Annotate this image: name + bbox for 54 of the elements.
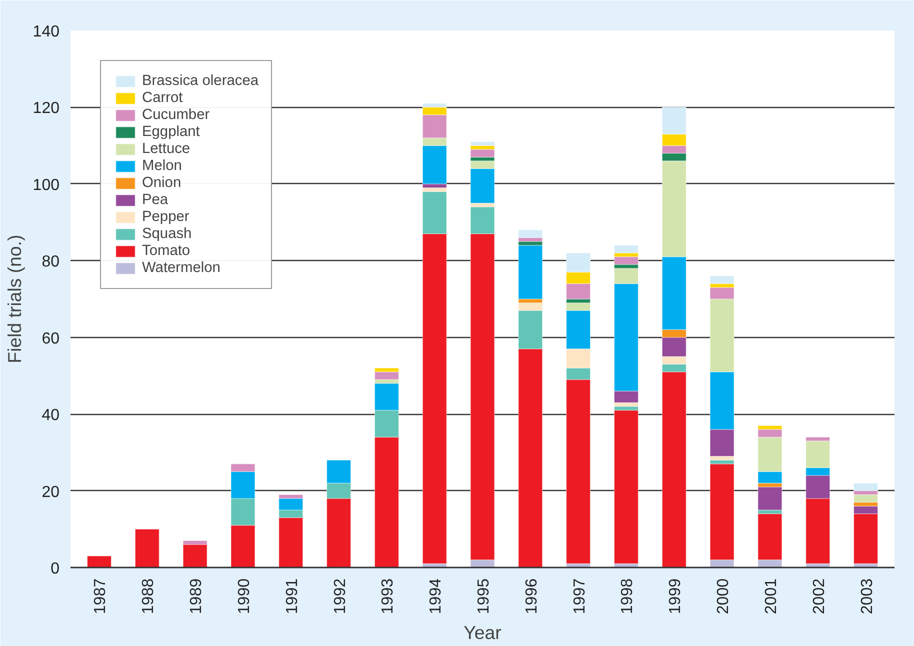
x-tick-label: 1991 [284, 578, 301, 614]
bar [182, 544, 208, 568]
legend-label: Onion [142, 175, 182, 191]
x-tick-label: 1997 [571, 578, 588, 614]
x-tick-label: 2000 [715, 578, 732, 614]
legend-label: Squash [142, 226, 192, 242]
x-tick-label: 1998 [619, 578, 636, 614]
x-axis-title: Year [464, 622, 502, 644]
bar [518, 245, 543, 300]
y-tick-label: 120 [32, 100, 60, 118]
x-tick-label: 1996 [523, 578, 540, 614]
legend-label: Brassica oleracea [142, 73, 258, 89]
y-tick-label: 0 [50, 560, 60, 578]
x-tick-label: 1988 [140, 578, 158, 614]
bar [854, 494, 878, 503]
x-tick-label: 1992 [332, 578, 349, 614]
legend-label: Melon [142, 158, 182, 174]
bar [374, 372, 399, 380]
x-tick-label: 2001 [762, 578, 780, 614]
x-tick-label: 1993 [380, 578, 397, 614]
y-tick-label: 20 [42, 484, 60, 501]
bar [758, 486, 782, 510]
x-tick-label: 2002 [810, 578, 828, 614]
legend-label: Pea [142, 192, 168, 208]
legend-label: Tomato [142, 243, 190, 259]
legend-label: Lettuce [142, 141, 190, 157]
bar [614, 245, 638, 254]
y-tick-label: 60 [42, 330, 60, 348]
legend-label: Watermelon [142, 260, 220, 276]
x-tick-label: 2003 [858, 578, 876, 614]
x-tick-label: 1994 [428, 578, 445, 614]
legend-label: Cucumber [142, 107, 210, 123]
x-tick-label: 1990 [236, 578, 253, 614]
legend-label: Carrot [142, 90, 183, 106]
legend-label: Pepper [142, 209, 190, 225]
y-tick-label: 100 [32, 176, 60, 194]
bar [614, 410, 638, 564]
y-tick-label: 40 [42, 407, 60, 424]
x-tick-label: 1999 [667, 578, 684, 614]
bar [470, 141, 495, 146]
bar [614, 256, 638, 265]
legend-label: Eggplant [142, 124, 200, 140]
x-tick-label: 1987 [92, 578, 110, 614]
y-tick-label: 80 [42, 254, 60, 271]
bar [87, 556, 112, 568]
bar [134, 528, 160, 568]
y-tick-label: 140 [32, 24, 60, 40]
x-tick-label: 1995 [476, 578, 492, 614]
bar [854, 482, 878, 492]
y-axis-title: Field trials (no.) [4, 234, 25, 364]
bar [470, 149, 495, 158]
bar [710, 276, 734, 284]
x-tick-label: 1989 [188, 578, 206, 614]
bar [518, 230, 543, 238]
